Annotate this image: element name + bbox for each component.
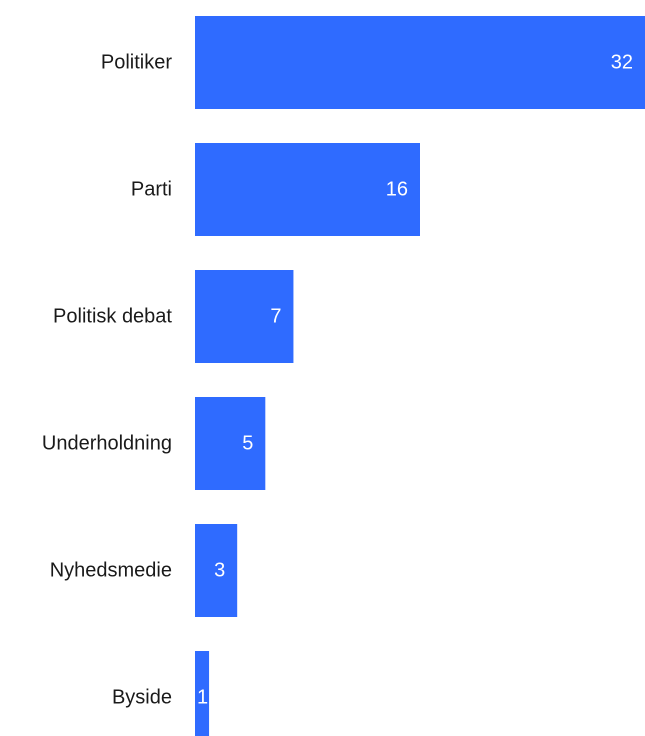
bars-group	[195, 16, 645, 736]
category-label: Politisk debat	[53, 306, 172, 328]
bar-underholdning	[195, 397, 266, 490]
value-label: 5	[242, 433, 253, 455]
bar-politiker	[195, 16, 645, 109]
category-label: Byside	[112, 687, 172, 709]
category-label: Nyhedsmedie	[50, 560, 172, 582]
category-labels-group: Politiker Parti Politisk debat Underholdnin…	[42, 52, 173, 709]
category-label: Underholdning	[42, 433, 172, 455]
bar-parti	[195, 143, 420, 236]
value-label: 1	[197, 687, 208, 709]
bar-politisk-debat	[195, 270, 294, 363]
value-label: 32	[611, 52, 633, 74]
bar-nyhedsmedie	[195, 524, 238, 617]
value-label: 7	[270, 306, 281, 328]
bar-byside	[195, 651, 210, 736]
value-label: 3	[214, 560, 225, 582]
category-label: Parti	[131, 179, 172, 201]
value-labels-group: 32 16 7 5 3 1	[197, 52, 633, 709]
value-label: 16	[386, 179, 408, 201]
category-label: Politiker	[101, 52, 172, 74]
